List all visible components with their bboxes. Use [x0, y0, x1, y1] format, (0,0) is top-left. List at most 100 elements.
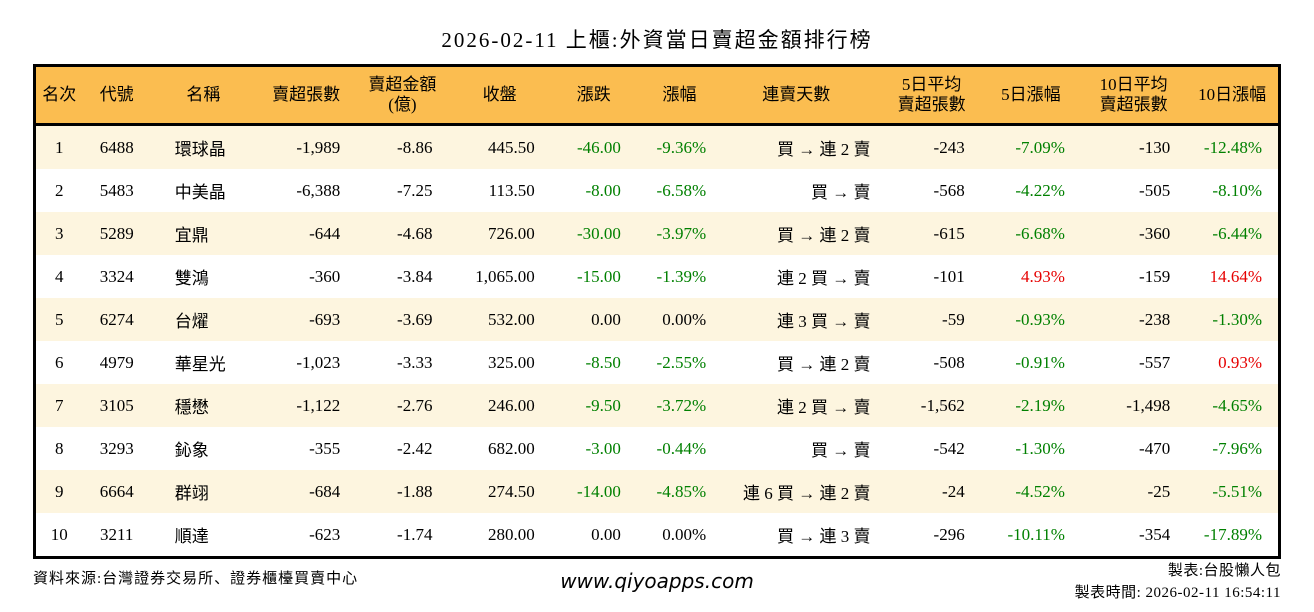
table-row: 8 3293 鈊象 -355 -2.42 682.00 -3.00 -0.44% 買 → 賣 -5…	[34, 427, 1280, 470]
table-row: 5 6274 台燿 -693 -3.69 532.00 0.00 0.00% 連 3 買 → 賣…	[34, 298, 1280, 341]
cell-sell-streak: 買 → 連 2 賣	[776, 355, 871, 374]
cell-avg5-net-sell: -508	[933, 352, 965, 372]
column-header-net-sell-shares: 賣超張數	[256, 65, 357, 126]
cell-avg5-net-sell: -243	[933, 137, 965, 157]
cell-pct5: -1.30%	[1015, 438, 1065, 458]
cell-change-pct: -9.36%	[656, 137, 707, 157]
cell-avg5-net-sell: -568	[933, 180, 965, 200]
cell-net-sell-shares: -684	[309, 481, 341, 501]
column-header-close: 收盤	[448, 65, 551, 126]
cell-rank: 3	[55, 223, 64, 243]
cell-avg5-net-sell: -101	[933, 266, 965, 286]
cell-rank: 7	[55, 395, 64, 415]
footer-credits: 製表:台股懶人包 製表時間: 2026-02-11 16:54:11	[1075, 560, 1281, 604]
column-header-change: 漲跌	[550, 65, 637, 126]
cell-close: 113.50	[488, 180, 535, 200]
cell-sell-streak: 連 6 買 → 連 2 賣	[742, 484, 871, 503]
cell-name: 穩懋	[174, 398, 209, 417]
cell-close: 274.50	[487, 481, 535, 501]
cell-pct10: 14.64%	[1209, 266, 1262, 286]
cell-net-sell-amount: -3.33	[397, 352, 433, 372]
cell-code: 5289	[99, 223, 134, 243]
cell-close: 246.00	[487, 395, 535, 415]
cell-avg10-net-sell: -557	[1139, 352, 1171, 372]
cell-code: 3293	[99, 438, 134, 458]
cell-net-sell-shares: -6,388	[296, 180, 341, 200]
cell-net-sell-amount: -2.76	[397, 395, 433, 415]
cell-close: 280.00	[487, 524, 535, 544]
cell-name: 順達	[174, 527, 209, 546]
table-row: 2 5483 中美晶 -6,388 -7.25 113.50 -8.00 -6.58% 買 → …	[34, 169, 1280, 212]
cell-pct10: -8.10%	[1212, 180, 1262, 200]
cell-avg5-net-sell: -296	[933, 524, 965, 544]
cell-change-pct: -0.44%	[656, 438, 707, 458]
footer-maker: 製表:台股懶人包	[1167, 563, 1281, 579]
cell-close: 325.00	[487, 352, 535, 372]
cell-close: 726.00	[487, 223, 535, 243]
cell-net-sell-shares: -355	[309, 438, 341, 458]
cell-avg10-net-sell: -238	[1139, 309, 1171, 329]
page-title: 2026-02-11 上櫃:外資當日賣超金額排行榜	[441, 28, 873, 52]
table-row: 6 4979 華星光 -1,023 -3.33 325.00 -8.50 -2.55% 買 → …	[34, 341, 1280, 384]
cell-sell-streak: 連 2 買 → 賣	[776, 269, 871, 288]
cell-change: -46.00	[576, 137, 621, 157]
cell-change-pct: -3.97%	[656, 223, 707, 243]
cell-pct10: -12.48%	[1203, 137, 1262, 157]
cell-avg10-net-sell: -505	[1139, 180, 1171, 200]
cell-rank: 4	[55, 266, 64, 286]
cell-sell-streak: 買 → 連 2 賣	[776, 226, 871, 245]
cell-change: -8.00	[585, 180, 621, 200]
cell-sell-streak: 買 → 賣	[810, 441, 871, 460]
cell-name: 鈊象	[174, 441, 209, 460]
cell-net-sell-shares: -1,122	[296, 395, 341, 415]
column-header-avg10-net-sell: 10日平均 賣超張數	[1080, 65, 1187, 126]
cell-code: 6488	[99, 137, 134, 157]
cell-close: 682.00	[487, 438, 535, 458]
cell-net-sell-shares: -1,023	[296, 352, 341, 372]
cell-rank: 9	[55, 481, 64, 501]
table-header: 名次 代號 名稱 賣超張數 賣超金額 (億) 收盤 漲跌 漲幅 連賣天數 5日平均 賣超張數 5日漲幅 1…	[34, 65, 1280, 126]
cell-name: 雙鴻	[174, 269, 209, 288]
cell-net-sell-shares: -693	[309, 309, 341, 329]
cell-rank: 8	[55, 438, 64, 458]
cell-net-sell-amount: -3.84	[397, 266, 433, 286]
ranking-table-container: 名次 代號 名稱 賣超張數 賣超金額 (億) 收盤 漲跌 漲幅 連賣天數 5日平均 賣超張數 5日漲幅 1…	[33, 64, 1281, 559]
cell-pct10: -7.96%	[1212, 438, 1262, 458]
column-header-code: 代號	[82, 65, 151, 126]
cell-avg10-net-sell: -159	[1139, 266, 1171, 286]
cell-rank: 10	[50, 524, 68, 544]
cell-pct5: -10.11%	[1007, 524, 1065, 544]
cell-pct5: -4.52%	[1015, 481, 1065, 501]
cell-change-pct: -6.58%	[656, 180, 707, 200]
cell-code: 6664	[99, 481, 134, 501]
cell-change: -9.50	[585, 395, 621, 415]
cell-pct10: -1.30%	[1212, 309, 1262, 329]
cell-net-sell-shares: -1,989	[296, 137, 341, 157]
cell-avg5-net-sell: -542	[933, 438, 965, 458]
cell-sell-streak: 買 → 賣	[810, 183, 871, 202]
footer-website: www.qiyoapps.com	[560, 569, 754, 593]
cell-change: -3.00	[585, 438, 621, 458]
cell-net-sell-shares: -360	[309, 266, 341, 286]
column-header-pct5: 5日漲幅	[980, 65, 1081, 126]
cell-avg5-net-sell: -615	[933, 223, 965, 243]
cell-code: 3211	[100, 524, 134, 544]
cell-avg10-net-sell: -25	[1147, 481, 1171, 501]
cell-pct10: 0.93%	[1218, 352, 1262, 372]
cell-pct5: -6.68%	[1015, 223, 1065, 243]
cell-sell-streak: 連 3 買 → 賣	[776, 312, 871, 331]
cell-pct5: -2.19%	[1015, 395, 1065, 415]
cell-code: 3105	[99, 395, 134, 415]
cell-change: 0.00	[591, 309, 621, 329]
cell-net-sell-amount: -2.42	[397, 438, 433, 458]
cell-close: 532.00	[487, 309, 535, 329]
cell-change-pct: -3.72%	[656, 395, 707, 415]
column-header-pct10: 10日漲幅	[1186, 65, 1280, 126]
cell-avg5-net-sell: -1,562	[920, 395, 965, 415]
cell-name: 中美晶	[174, 183, 226, 202]
cell-net-sell-amount: -8.86	[397, 137, 433, 157]
cell-name: 宜鼎	[174, 226, 209, 245]
cell-avg10-net-sell: -470	[1139, 438, 1171, 458]
column-header-sell-streak: 連賣天數	[722, 65, 883, 126]
cell-pct10: -4.65%	[1212, 395, 1262, 415]
